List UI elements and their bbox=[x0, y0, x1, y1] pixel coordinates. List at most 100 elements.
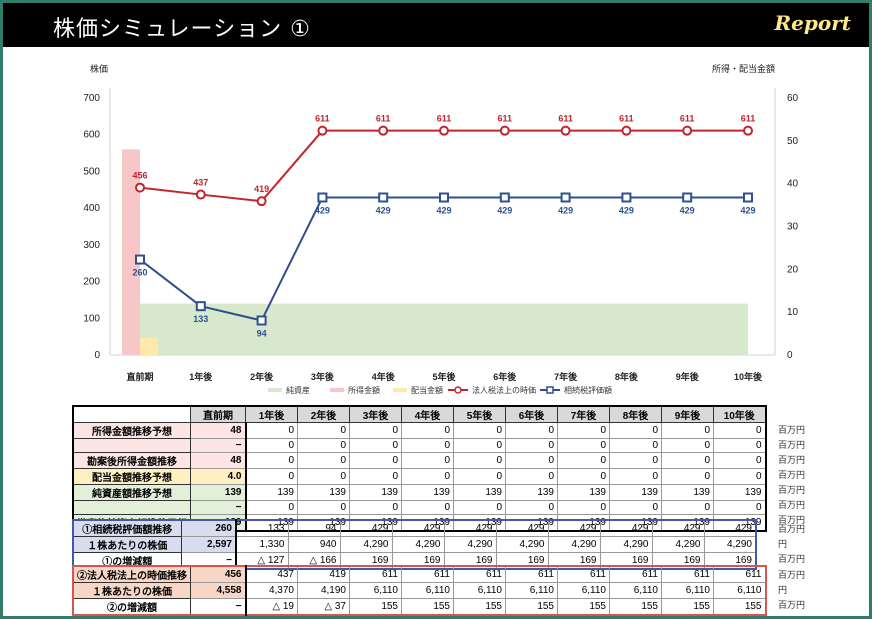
table-cell: 0 bbox=[453, 438, 506, 453]
row-label: 所得金額推移予想 bbox=[72, 422, 191, 439]
x-tick-label: 2年後 bbox=[250, 371, 274, 382]
inheritance-tax-value-data-label: 429 bbox=[558, 205, 573, 215]
table-cell: 429 bbox=[391, 519, 445, 537]
left-tick-label: 200 bbox=[83, 277, 100, 288]
net-assets-area bbox=[140, 303, 748, 355]
table-cell: 0 bbox=[297, 422, 350, 439]
x-tick-label: 5年後 bbox=[432, 371, 456, 382]
table-cell: 6,110 bbox=[401, 582, 454, 599]
table-cell: 0 bbox=[401, 422, 454, 439]
table-cell: 155 bbox=[557, 598, 610, 616]
table-cell: 0 bbox=[713, 468, 766, 485]
unit-label: 円 bbox=[778, 539, 788, 549]
inheritance-tax-value-data-label: 429 bbox=[436, 205, 451, 215]
right-tick-label: 20 bbox=[787, 264, 799, 275]
legend-swatch-net-assets bbox=[268, 388, 282, 392]
table-cell: 4,290 bbox=[703, 536, 757, 553]
table-cell: 0 bbox=[661, 452, 714, 469]
table-cell: 0 bbox=[297, 438, 350, 453]
unit-label: 百万円 bbox=[778, 515, 806, 525]
table-cell: 48 bbox=[190, 422, 247, 439]
table-cell: 155 bbox=[661, 598, 714, 616]
table-cell: 0 bbox=[245, 452, 298, 469]
right-tick-label: 0 bbox=[787, 350, 793, 361]
legend-swatch-income bbox=[330, 388, 344, 392]
table-cell: 139 bbox=[349, 484, 402, 501]
left-tick-label: 700 bbox=[83, 93, 100, 104]
legend-label: 純資産 bbox=[286, 385, 310, 395]
table-cell: 0 bbox=[609, 438, 662, 453]
column-header: 6年後 bbox=[505, 405, 558, 423]
table-cell: 0 bbox=[453, 468, 506, 485]
corporate-tax-value-point bbox=[621, 125, 632, 136]
legend-label: 相続税評価額 bbox=[564, 385, 612, 395]
left-tick-label: 400 bbox=[83, 203, 100, 214]
table-cell: 0 bbox=[505, 468, 558, 485]
table-cell: 139 bbox=[453, 484, 506, 501]
table-cell: 0 bbox=[557, 422, 610, 439]
corporate-tax-value-data-label: 611 bbox=[558, 114, 573, 124]
inheritance-tax-value-point bbox=[135, 254, 145, 265]
table-cell: 6,110 bbox=[609, 582, 662, 599]
table-cell: 0 bbox=[557, 500, 610, 515]
table-cell: 0 bbox=[505, 452, 558, 469]
unit-label: 百万円 bbox=[778, 425, 806, 435]
table-cell: 0 bbox=[349, 452, 402, 469]
inheritance-tax-value-point bbox=[621, 192, 632, 203]
table-cell: 4,290 bbox=[495, 536, 549, 553]
corporate-tax-value-point bbox=[439, 125, 449, 136]
table-cell: 437 bbox=[245, 565, 298, 583]
table-cell: 0 bbox=[505, 500, 558, 515]
table-cell: 4,558 bbox=[190, 582, 247, 599]
x-tick-label: 直前期 bbox=[126, 371, 153, 382]
left-tick-label: 300 bbox=[83, 240, 100, 251]
column-header bbox=[72, 405, 191, 423]
legend-label: 配当金額 bbox=[411, 385, 443, 395]
table-cell: 6,110 bbox=[661, 582, 714, 599]
table-cell: 155 bbox=[713, 598, 766, 616]
table-header-row: 直前期 1年後 2年後 3年後 4年後 5年後 6年後 7年後 8年後 9年後 10年後 bbox=[72, 405, 766, 423]
table-cell: 0 bbox=[453, 422, 506, 439]
inheritance-tax-value-data-label: 429 bbox=[740, 205, 755, 215]
column-header: 8年後 bbox=[609, 405, 662, 423]
table-cell: 611 bbox=[505, 565, 558, 583]
right-tick-label: 30 bbox=[787, 222, 799, 233]
table-cell: 4,290 bbox=[599, 536, 653, 553]
table-row: １株あたりの株価 4,558 4,370 4,190 6,110 6,110 6,110 6,… bbox=[72, 582, 766, 599]
table-row: ①相続税評価額推移 260 133 94 429 429 429 429 429 429 429 42… bbox=[72, 519, 757, 537]
table-cell: 0 bbox=[557, 468, 610, 485]
table-cell: 4,190 bbox=[297, 582, 350, 599]
row-label: 勘案後所得金額推移 bbox=[72, 452, 191, 469]
table-row: ②の増減額 − △ 19 △ 37 155 155 155 155 155 155 155 155 bbox=[72, 598, 766, 616]
column-header: 直前期 bbox=[190, 405, 246, 423]
report-button[interactable]: Report bbox=[774, 11, 851, 35]
table-cell: 0 bbox=[609, 500, 662, 515]
table-cell: 0 bbox=[349, 468, 402, 485]
dividend-bar bbox=[140, 337, 158, 355]
table-cell: 611 bbox=[713, 565, 766, 583]
corporate-tax-value-point bbox=[560, 125, 571, 136]
row-label: 純資産額推移予想 bbox=[72, 484, 191, 501]
table-cell: 456 bbox=[190, 565, 247, 583]
row-label: ②の増減額 bbox=[72, 598, 191, 616]
table-cell: − bbox=[190, 438, 247, 453]
inheritance-tax-value-data-label: 429 bbox=[315, 205, 330, 215]
inheritance-tax-value-point bbox=[560, 192, 571, 203]
inheritance-tax-value-data-label: 429 bbox=[376, 205, 391, 215]
table-cell: 0 bbox=[349, 500, 402, 515]
data-table: ②法人税法上の時価推移 456 437 419 611 611 611 611 611 611 61… bbox=[72, 565, 767, 616]
table-cell: 0 bbox=[661, 438, 714, 453]
table-cell: 139 bbox=[661, 484, 714, 501]
corporate-tax-value-data-label: 611 bbox=[498, 114, 513, 124]
corporate-tax-value-data-label: 437 bbox=[193, 178, 208, 188]
table-cell: 4.0 bbox=[190, 468, 247, 485]
legend-label: 所得金額 bbox=[348, 385, 380, 395]
table-cell: 0 bbox=[661, 500, 714, 515]
corporate-tax-value-data-label: 611 bbox=[315, 114, 330, 124]
table-cell: 4,290 bbox=[547, 536, 601, 553]
table-cell: 0 bbox=[713, 500, 766, 515]
table-cell: 155 bbox=[609, 598, 662, 616]
table-cell: − bbox=[190, 500, 247, 515]
x-tick-label: 4年後 bbox=[372, 371, 396, 382]
table-cell: 0 bbox=[401, 452, 454, 469]
